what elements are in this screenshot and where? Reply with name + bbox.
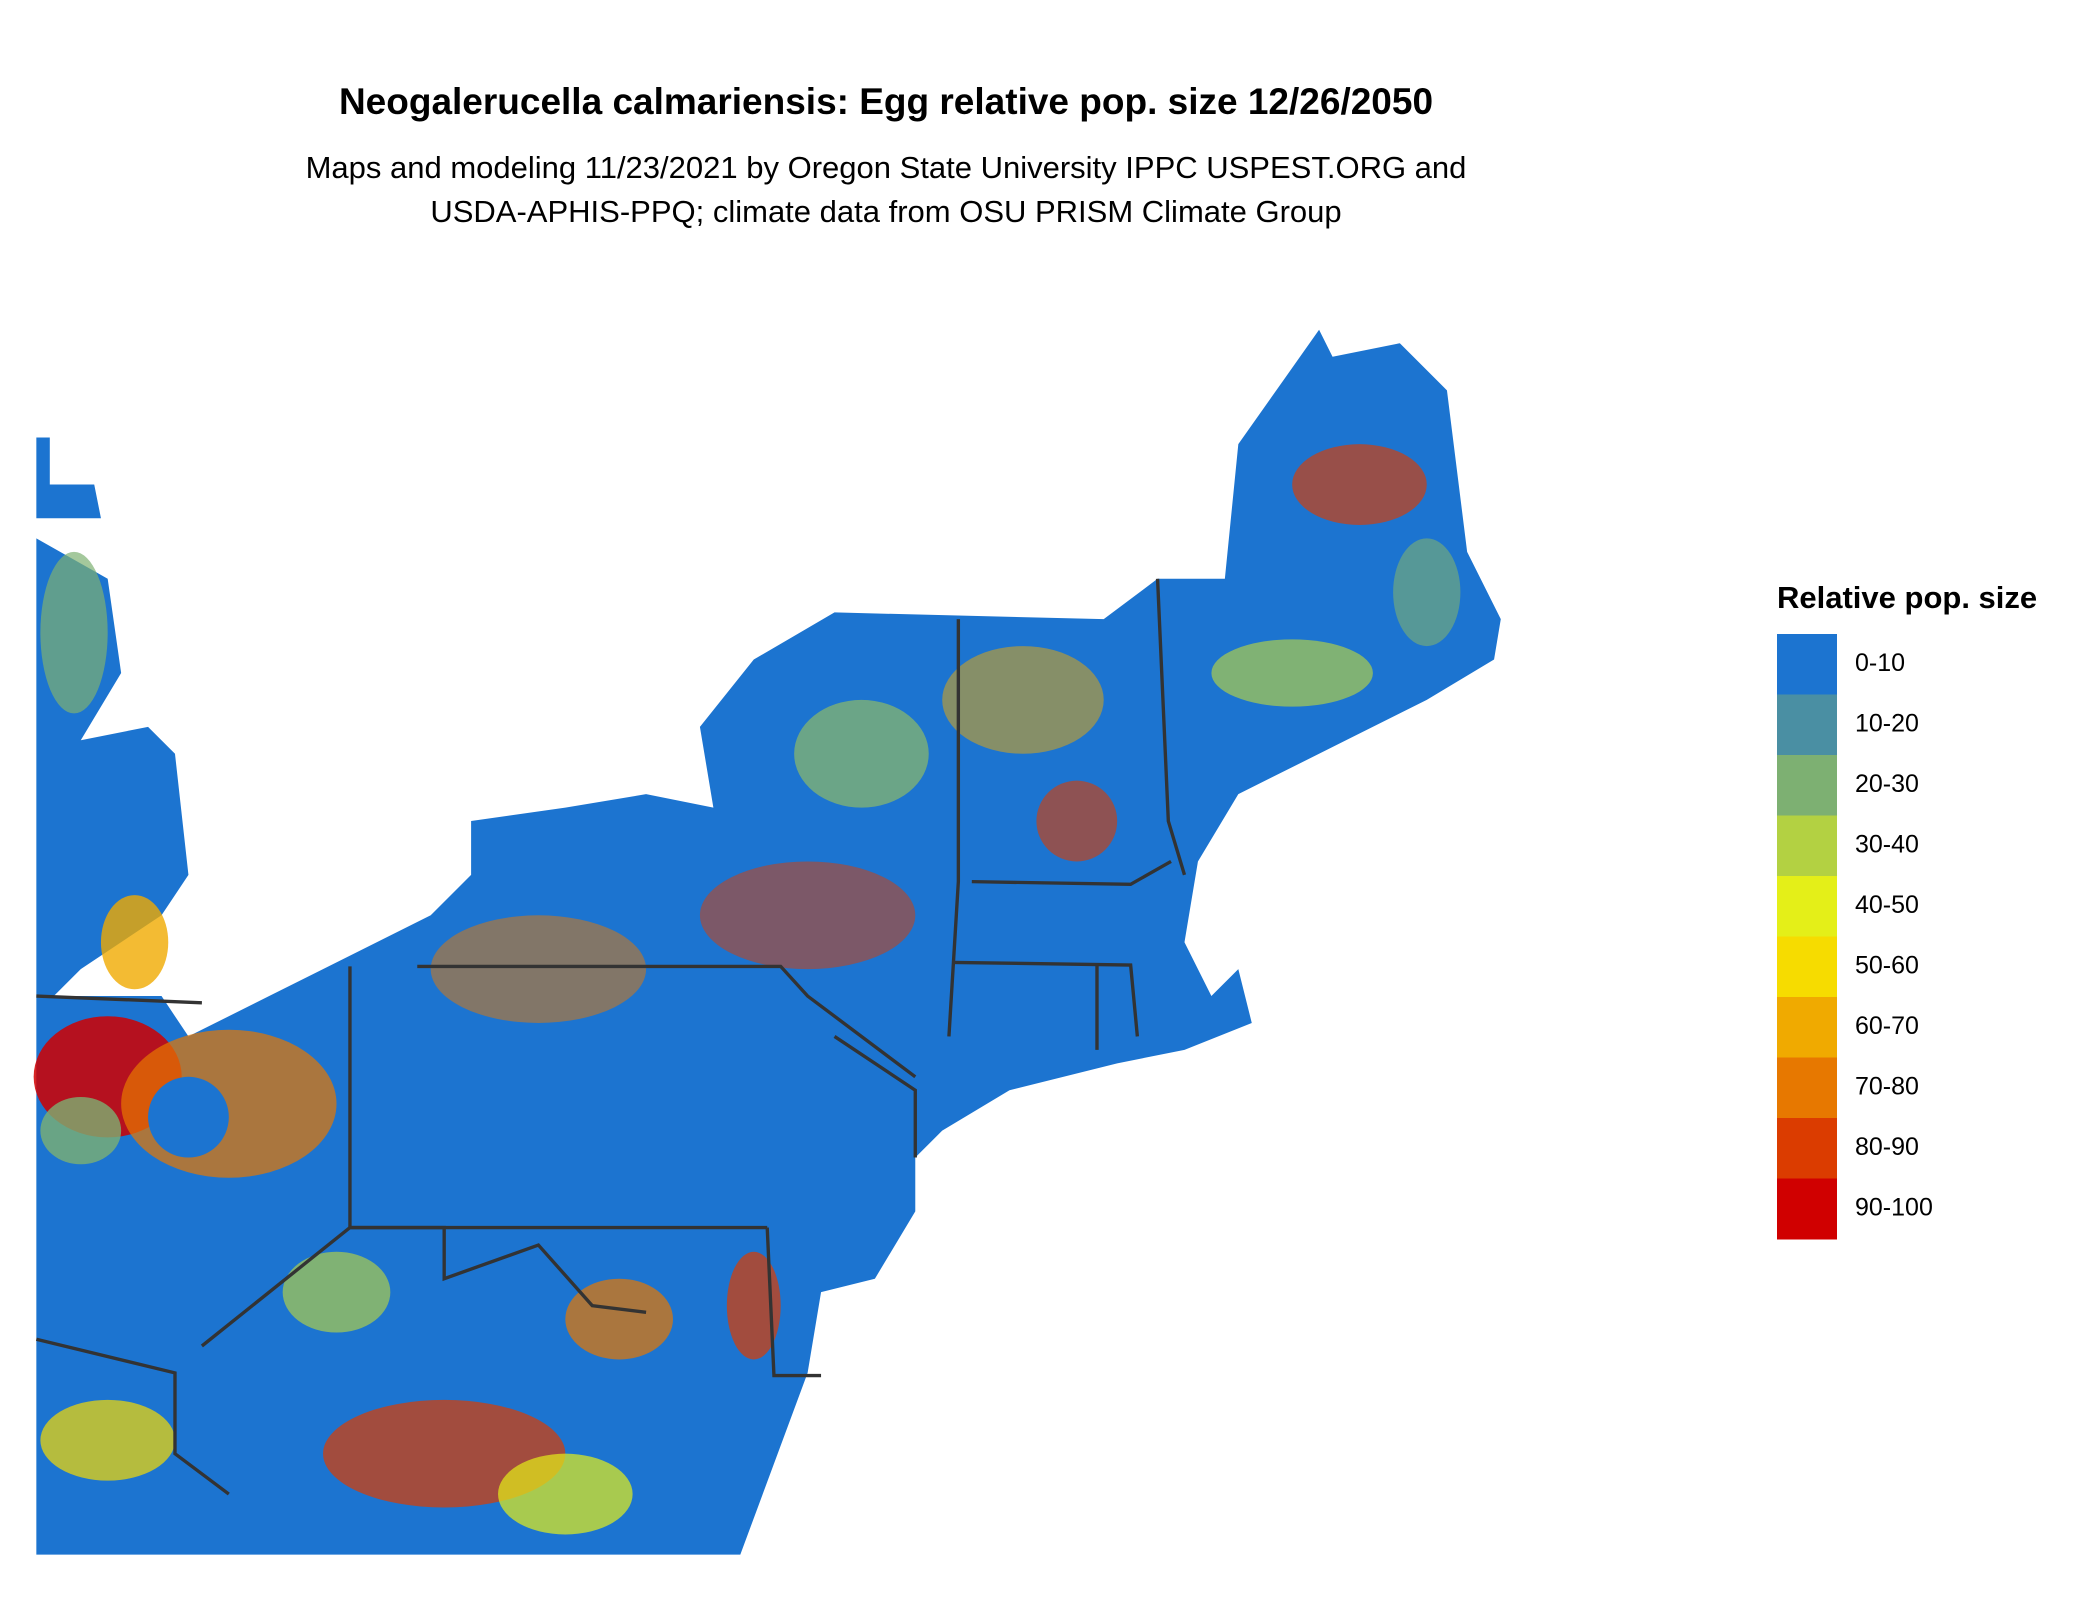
legend-label: 0-10 (1855, 649, 1905, 677)
legend-label: 70-80 (1855, 1072, 1919, 1100)
legend-swatch (1777, 1178, 1837, 1240)
state-borders (35, 578, 1187, 1496)
legend-label: 10-20 (1855, 709, 1919, 737)
legend-label: 90-100 (1855, 1193, 1933, 1221)
title: Neogalerucella calmariensis: Egg relativ… (339, 81, 1433, 122)
legend-label: 60-70 (1855, 1012, 1919, 1040)
map (33, 329, 1501, 1555)
legend-label: 30-40 (1855, 830, 1919, 858)
legend-swatch (1777, 1057, 1837, 1119)
subtitle-line: USDA-APHIS-PPQ; climate data from OSU PR… (430, 194, 1341, 229)
legend-swatch (1777, 755, 1837, 816)
legend-label: 50-60 (1855, 951, 1919, 979)
subtitle-line: Maps and modeling 11/23/2021 by Oregon S… (306, 150, 1467, 185)
legend: 0-10 10-20 20-30 30-40 40-50 50-60 60-70 70-80 8… (1777, 634, 1933, 1240)
legend-swatch (1777, 876, 1837, 937)
legend-label: 40-50 (1855, 891, 1919, 919)
legend-swatch (1777, 815, 1837, 877)
legend-swatch (1777, 634, 1837, 695)
legend-swatch (1777, 936, 1837, 998)
legend-swatch (1777, 997, 1837, 1058)
legend-label: 20-30 (1855, 770, 1919, 798)
legend-swatch (1777, 1118, 1837, 1179)
legend-title: Relative pop. size (1777, 580, 2037, 615)
suitability-patches (33, 444, 1461, 1535)
legend-label: 80-90 (1855, 1133, 1919, 1161)
legend-swatch (1777, 694, 1837, 756)
